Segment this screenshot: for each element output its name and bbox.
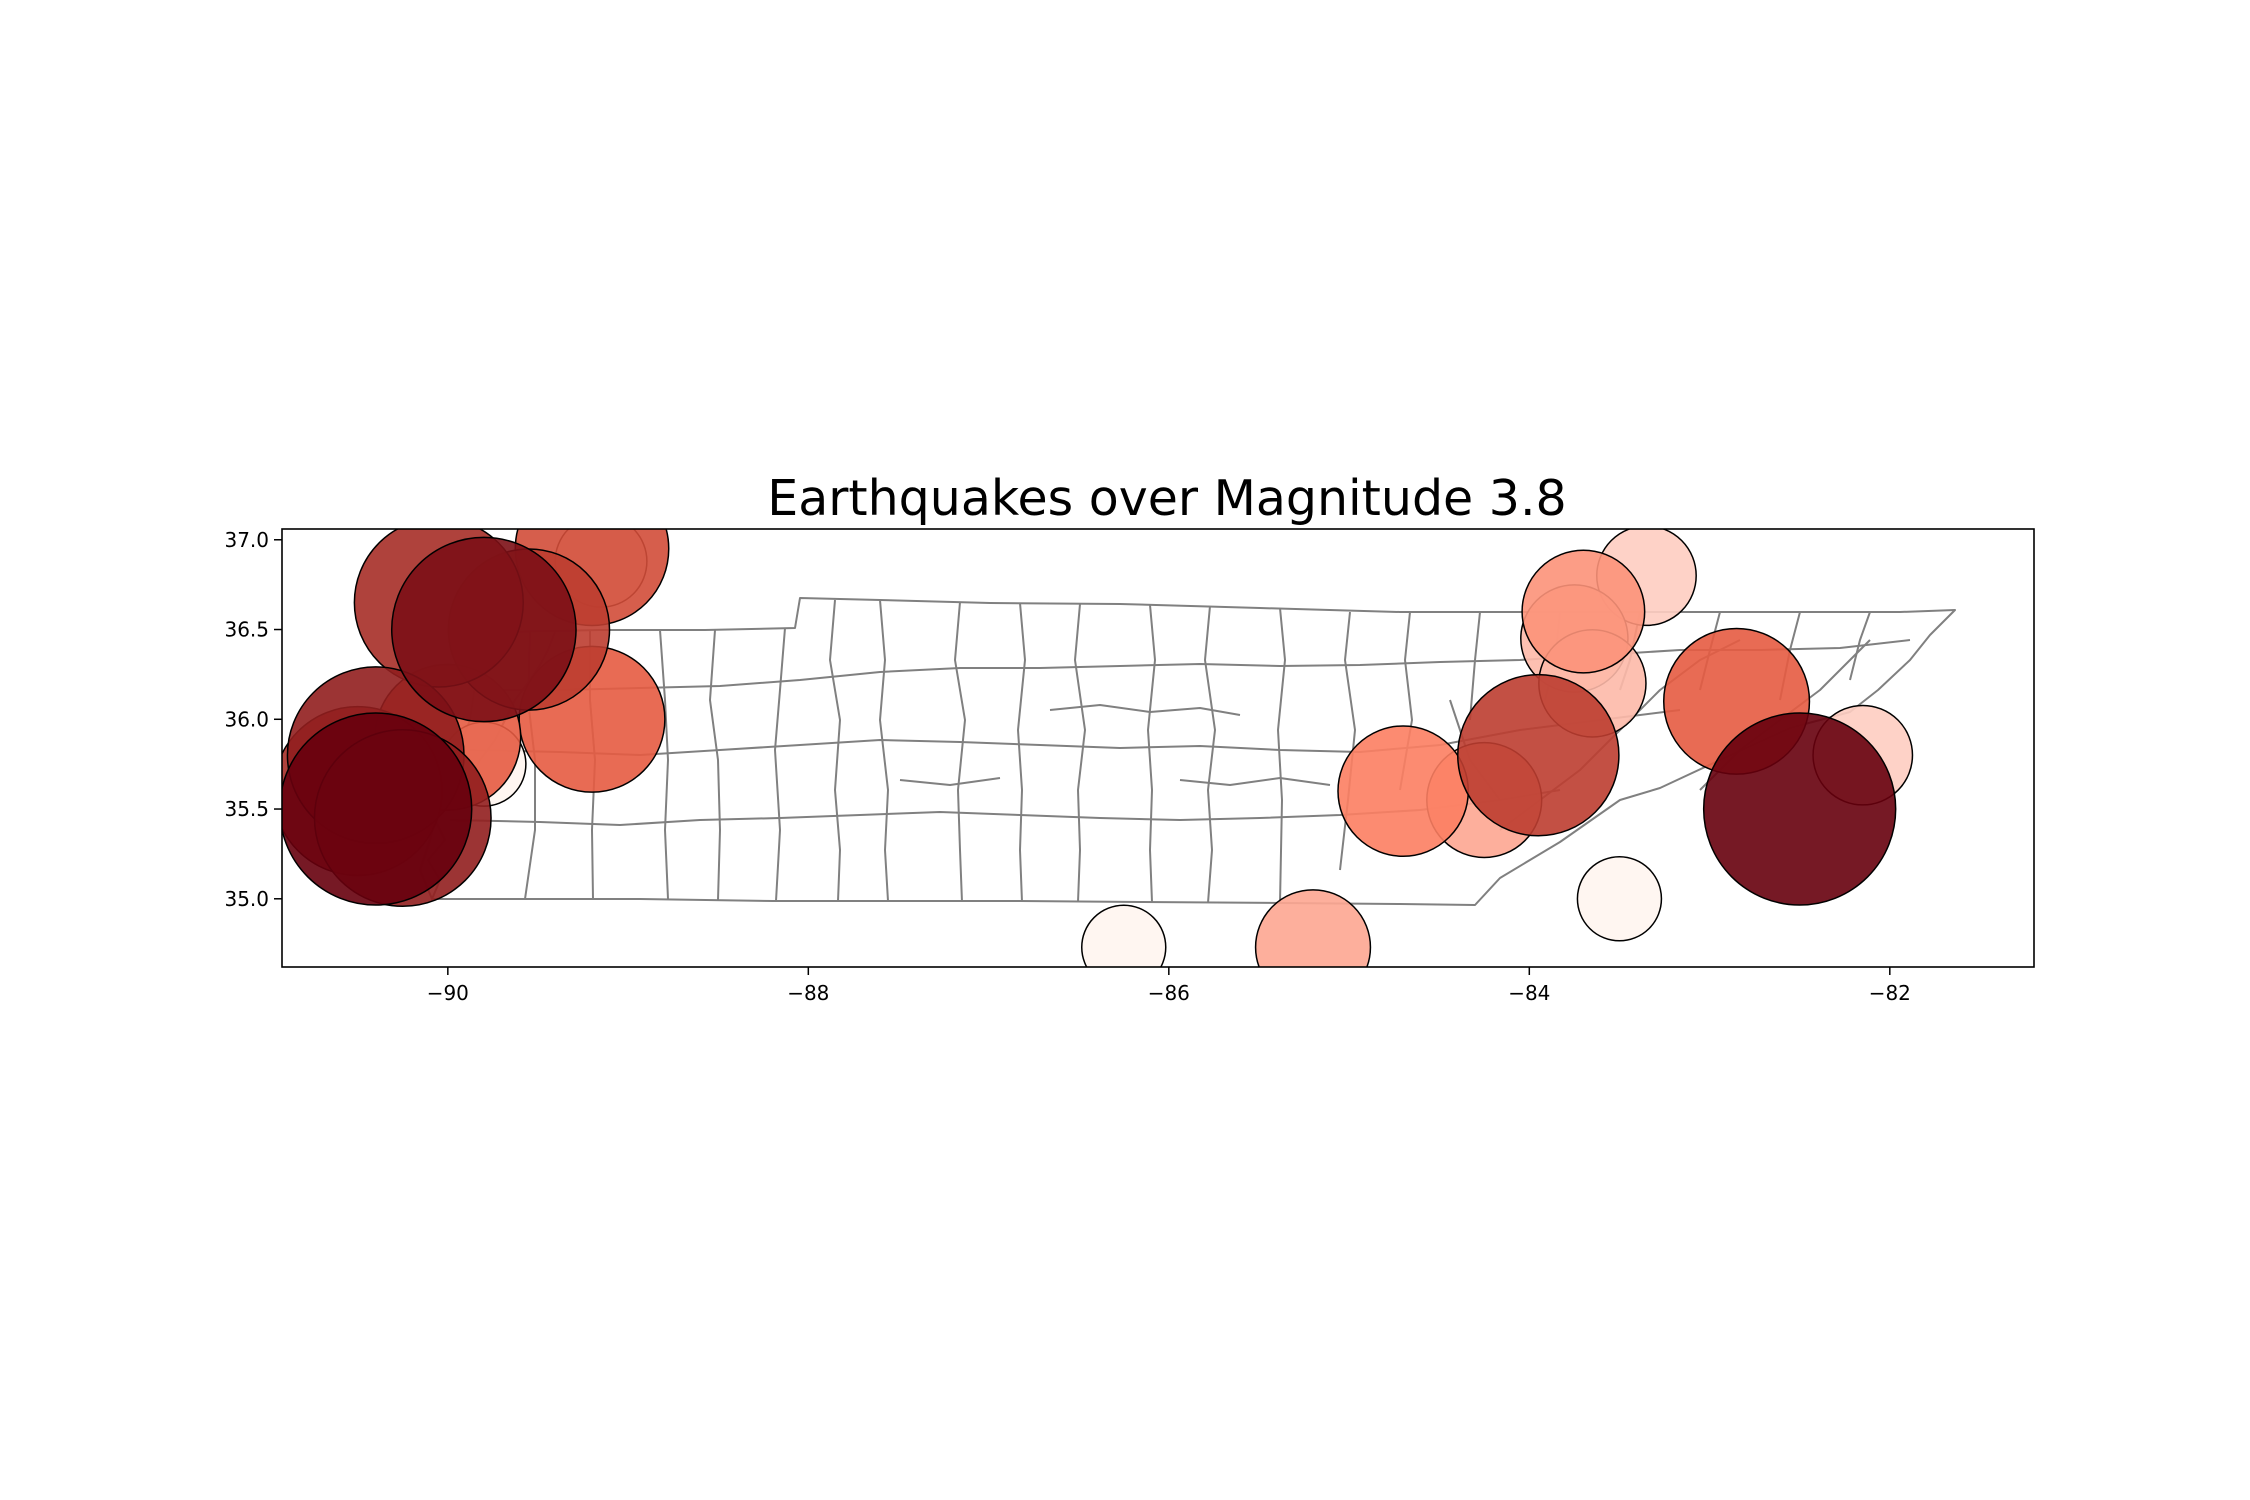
earthquake-marker [1081, 904, 1167, 967]
earthquake-marker [282, 712, 473, 906]
earthquake-marker [1576, 856, 1663, 942]
county-line [829, 599, 841, 902]
y-tick-label: 36.0 [224, 707, 269, 731]
county-line [1849, 611, 1871, 681]
county-line [1179, 777, 1331, 786]
county-line [774, 627, 786, 902]
county-line [954, 601, 966, 903]
county-line [1147, 604, 1156, 903]
county-line [899, 777, 1001, 786]
earthquake-marker [1702, 712, 1897, 906]
x-tick-label: −84 [1508, 981, 1550, 1005]
county-line [480, 639, 1911, 691]
county-line [1074, 603, 1086, 903]
county-line [1017, 602, 1026, 903]
earthquake-marker [1337, 725, 1470, 857]
x-axis: −90 −88 −86 −84 −82 [427, 967, 1911, 1005]
x-tick-label: −86 [1148, 981, 1190, 1005]
x-tick-label: −90 [427, 981, 469, 1005]
county-line [1049, 704, 1241, 716]
county-line [1469, 611, 1481, 721]
earthquake-points [282, 529, 1914, 967]
county-line [659, 629, 669, 900]
chart-title: Earthquakes over Magnitude 3.8 [767, 470, 1566, 527]
earthquake-marker [1456, 673, 1620, 837]
x-tick-label: −82 [1869, 981, 1911, 1005]
county-line [1277, 607, 1286, 904]
y-axis: 35.0 35.5 36.0 36.5 37.0 [224, 528, 282, 911]
county-line [1204, 605, 1216, 904]
county-line [879, 599, 889, 902]
y-tick-label: 35.0 [224, 887, 269, 911]
earthquake-marker [1254, 889, 1372, 967]
y-tick-label: 35.5 [224, 797, 269, 821]
y-tick-label: 36.5 [224, 618, 269, 642]
plot-frame [281, 528, 2035, 968]
y-tick-label: 37.0 [224, 528, 269, 552]
county-line [709, 629, 721, 901]
county-line [1339, 611, 1356, 871]
x-tick-label: −88 [787, 981, 829, 1005]
earthquake-marker [390, 536, 577, 723]
earthquake-marker [1521, 549, 1646, 674]
